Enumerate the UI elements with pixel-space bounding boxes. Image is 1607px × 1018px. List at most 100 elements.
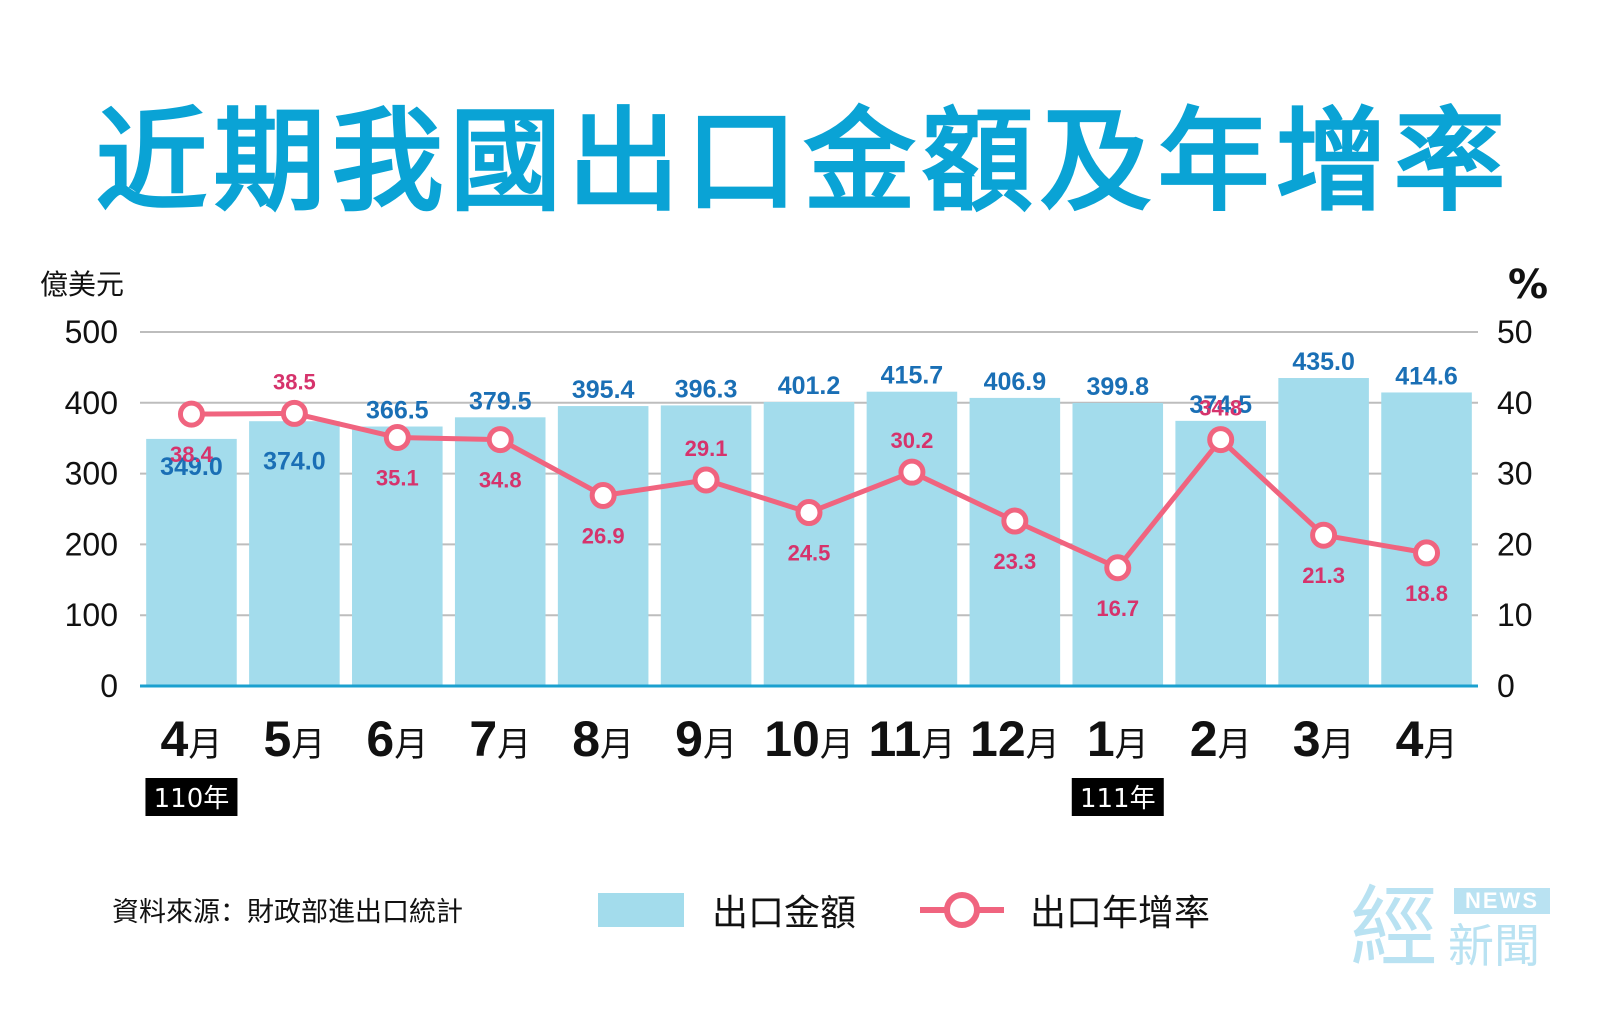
left-tick-label: 300 bbox=[65, 456, 118, 492]
rate-point-10 bbox=[1207, 426, 1235, 454]
rate-point-7 bbox=[898, 458, 926, 486]
right-tick-label: 50 bbox=[1497, 314, 1533, 350]
rate-value-label: 18.8 bbox=[1405, 581, 1448, 606]
rate-point-8 bbox=[1001, 507, 1029, 535]
source-note: 資料來源：財政部進出口統計 bbox=[112, 897, 463, 928]
bar-8 bbox=[969, 397, 1061, 686]
left-tick-label: 500 bbox=[65, 314, 118, 350]
rate-value-label: 26.9 bbox=[582, 524, 625, 549]
year-tag-box bbox=[145, 778, 238, 816]
bar-value-label: 415.7 bbox=[881, 362, 944, 390]
bar-value-label: 435.0 bbox=[1292, 348, 1355, 376]
bar-1 bbox=[249, 421, 340, 686]
month-label: 12月 bbox=[970, 711, 1060, 767]
legend-line-label: 出口年增率 bbox=[1030, 893, 1211, 934]
rate-value-label: 23.3 bbox=[993, 549, 1036, 574]
left-axis-unit: 億美元 bbox=[40, 268, 124, 301]
year-tag-label: 110年 bbox=[154, 784, 230, 814]
bar-value-label: 414.6 bbox=[1395, 362, 1458, 390]
right-tick-label: 20 bbox=[1497, 526, 1533, 562]
legend-line-swatch bbox=[920, 892, 1004, 928]
left-tick-label: 200 bbox=[65, 526, 118, 562]
legend-line: 出口年增率 bbox=[918, 880, 1210, 940]
bar-value-label: 379.5 bbox=[469, 387, 532, 415]
news-logo: 經 NEWS 新聞 bbox=[1350, 880, 1560, 980]
bar-value-label: 395.4 bbox=[572, 376, 635, 404]
month-label: 5月 bbox=[263, 711, 325, 767]
rate-point-6 bbox=[795, 499, 823, 527]
bar-value-label: 399.8 bbox=[1086, 373, 1149, 401]
line-series bbox=[177, 399, 1441, 582]
rate-point-4 bbox=[589, 482, 617, 510]
rate-point-0 bbox=[177, 400, 205, 428]
rate-point-11 bbox=[1310, 521, 1338, 549]
month-label: 9月 bbox=[675, 711, 737, 767]
rate-value-label: 34.8 bbox=[1199, 396, 1242, 421]
right-axis-unit: % bbox=[1508, 262, 1548, 308]
rate-point-12 bbox=[1413, 539, 1441, 567]
rate-value-label: 35.1 bbox=[376, 465, 419, 490]
bar-12 bbox=[1381, 392, 1472, 686]
x-axis-labels: 4月 5月 6月 7月 8月 9月 10月 11月 12月 1月 2月 3月 4月 110年 111年 bbox=[145, 711, 1457, 816]
right-tick-label: 40 bbox=[1497, 385, 1533, 421]
logo-sub-text: 新聞 bbox=[1448, 919, 1540, 973]
rate-value-label: 38.5 bbox=[273, 369, 316, 394]
rate-value-label: 16.7 bbox=[1096, 596, 1139, 621]
bar-value-label: 374.0 bbox=[263, 447, 326, 475]
bar-2 bbox=[352, 426, 443, 686]
bar-value-label: 401.2 bbox=[778, 372, 841, 400]
data-labels: 349.0 374.0 366.5 379.5 395.4 396.3 401.2 415.7… bbox=[160, 348, 1458, 621]
left-tick-label: 400 bbox=[65, 385, 118, 421]
year-tag-box bbox=[1071, 778, 1164, 816]
logo-main-glyph: 經 bbox=[1350, 876, 1439, 979]
rate-value-label: 21.3 bbox=[1302, 563, 1345, 588]
axes: 0 100 200 300 400 500 0 10 20 30 40 50 bbox=[65, 314, 1533, 704]
rate-value-label: 24.5 bbox=[788, 541, 831, 566]
rate-value-label: 30.2 bbox=[891, 428, 934, 453]
bar-value-label: 396.3 bbox=[675, 375, 738, 403]
rate-value-label: 29.1 bbox=[685, 436, 728, 461]
rate-point-5 bbox=[692, 466, 720, 494]
month-label: 10月 bbox=[764, 711, 854, 767]
bar-3 bbox=[454, 417, 546, 686]
rate-value-label: 38.4 bbox=[170, 442, 214, 467]
month-label: 2月 bbox=[1190, 711, 1252, 767]
bar-9 bbox=[1072, 402, 1164, 686]
month-label: 6月 bbox=[366, 711, 428, 767]
bar-value-label: 406.9 bbox=[984, 368, 1047, 396]
bar-10 bbox=[1175, 420, 1266, 686]
rate-point-3 bbox=[486, 426, 514, 454]
rate-point-2 bbox=[383, 423, 411, 451]
legend-bar: 出口金額 bbox=[598, 880, 856, 940]
bar-7 bbox=[866, 391, 958, 686]
bar-value-label: 349.0 bbox=[160, 453, 223, 481]
rate-value-label: 34.8 bbox=[479, 468, 522, 493]
month-label: 4月 bbox=[1396, 711, 1458, 767]
bar-value-label: 374.5 bbox=[1189, 391, 1252, 419]
month-label: 7月 bbox=[469, 711, 531, 767]
bar-6 bbox=[763, 401, 855, 686]
month-label: 3月 bbox=[1293, 711, 1355, 767]
legend-bar-label: 出口金額 bbox=[712, 893, 857, 934]
rate-point-9 bbox=[1104, 554, 1132, 582]
bar-0 bbox=[146, 438, 237, 686]
chart-title: 近期我國出口金額及年增率 bbox=[95, 97, 1512, 227]
right-tick-label: 0 bbox=[1497, 668, 1515, 704]
year-tag-label: 111年 bbox=[1080, 784, 1156, 814]
left-tick-label: 0 bbox=[100, 668, 118, 704]
bar-value-label: 366.5 bbox=[366, 397, 429, 425]
bar-4 bbox=[557, 406, 649, 686]
right-tick-label: 30 bbox=[1497, 456, 1533, 492]
right-tick-label: 10 bbox=[1497, 597, 1533, 633]
bar-series bbox=[146, 378, 1472, 686]
bar-5 bbox=[660, 405, 752, 686]
rate-point-1 bbox=[280, 399, 308, 427]
month-label: 11月 bbox=[868, 711, 955, 767]
legend-bar-swatch bbox=[598, 893, 684, 927]
month-label: 1月 bbox=[1087, 711, 1149, 767]
month-label: 4月 bbox=[161, 711, 223, 767]
left-tick-label: 100 bbox=[65, 597, 118, 633]
logo-news-badge: NEWS bbox=[1454, 888, 1550, 914]
month-label: 8月 bbox=[572, 711, 634, 767]
